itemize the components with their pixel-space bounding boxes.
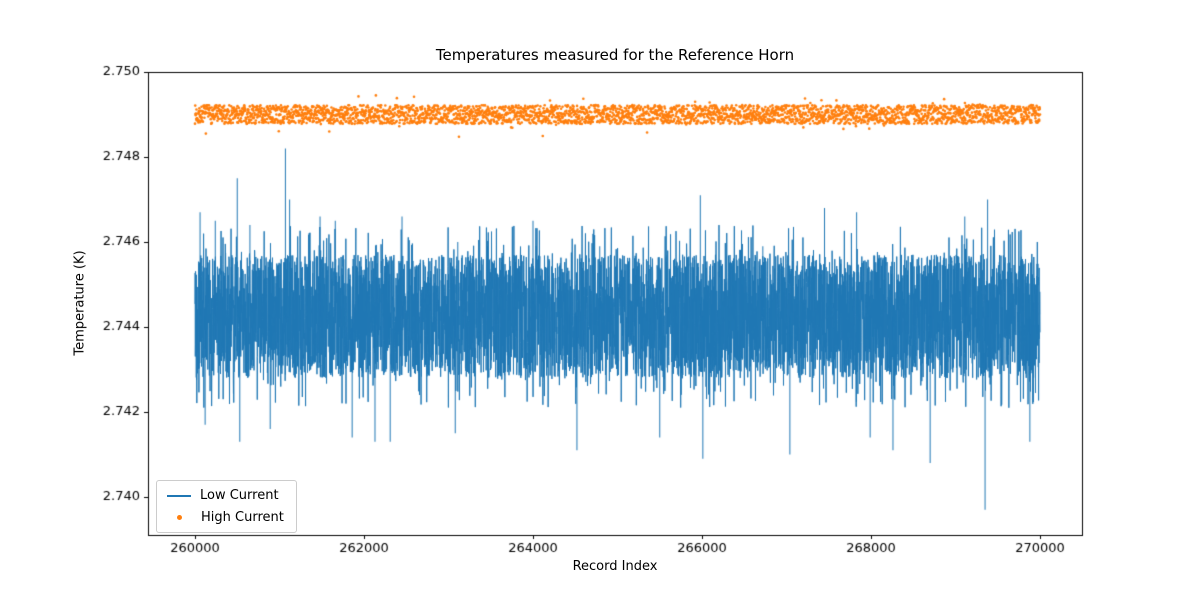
legend-item-low-current: Low Current	[167, 488, 284, 503]
legend: Low Current High Current	[156, 480, 297, 533]
y-axis-label: Temperature (K)	[72, 250, 88, 356]
line-marker-icon	[167, 494, 191, 497]
legend-label: Low Current	[200, 488, 279, 503]
x-axis-label: Record Index	[572, 559, 658, 574]
legend-item-high-current: High Current	[167, 510, 284, 525]
legend-label: High Current	[201, 510, 284, 525]
dot-marker-icon	[177, 515, 182, 520]
chart-title: Temperatures measured for the Reference …	[435, 46, 795, 64]
